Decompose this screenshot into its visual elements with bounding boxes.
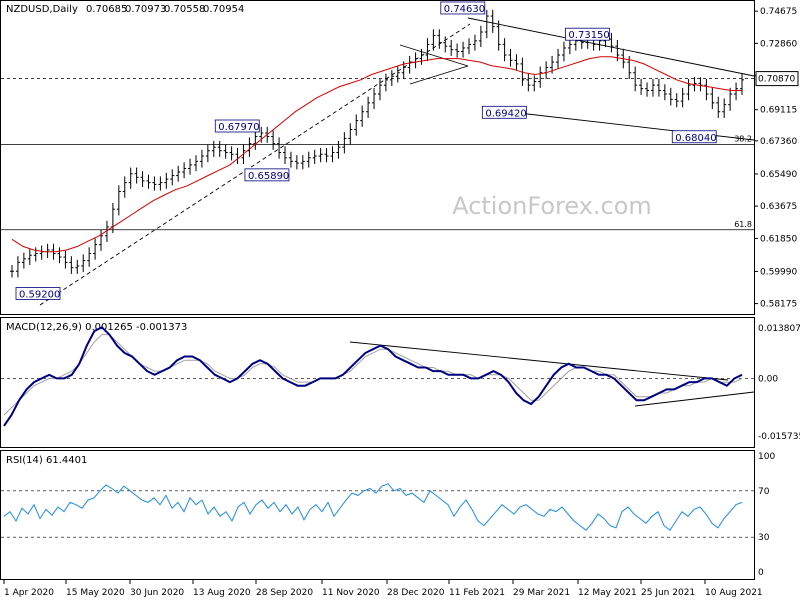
ohlc-close: 0.70954	[203, 4, 244, 15]
price-annotation-box	[481, 105, 527, 119]
x-tick-label: 10 Aug 2021	[705, 588, 763, 598]
price-tick-label: 0.65490	[760, 170, 797, 180]
price-annotation-box	[214, 119, 260, 133]
x-tick-label: 15 May 2020	[66, 588, 125, 598]
macd-tick-label: 0.00	[758, 374, 778, 384]
rsi-tick-label: 30	[758, 533, 770, 543]
fib-level-label: 38.2	[734, 135, 752, 144]
x-tick-label: 11 Nov 2020	[322, 588, 380, 598]
ohlc-low: 0.70558	[164, 4, 205, 15]
price-tick-label: 0.74675	[760, 7, 797, 17]
x-tick-label: 30 Jun 2020	[130, 588, 184, 598]
x-tick-label: 13 Aug 2020	[193, 588, 251, 598]
macd-tick-label: -0.015735	[758, 432, 800, 442]
price-tick-label: 0.69115	[760, 106, 797, 116]
rising-dashed-trendline	[39, 23, 471, 306]
price-tick-label: 0.61850	[760, 234, 797, 244]
rsi-label: RSI(14) 61.4401	[6, 455, 87, 466]
macd-label: MACD(12,26,9) 0.001265 -0.001373	[6, 322, 187, 333]
x-tick-label: 28 Sep 2020	[256, 588, 313, 598]
price-annotation-label: 0.65890	[248, 171, 289, 182]
price-tick-label: 0.58175	[760, 300, 797, 310]
macd-tick-label: 0.013807	[758, 324, 800, 334]
x-tick-label: 25 Jun 2021	[641, 588, 695, 598]
rsi-tick-label: 100	[758, 452, 775, 462]
triangle-lower-line	[409, 65, 469, 85]
price-tick-label: 0.67360	[760, 137, 797, 147]
ohlc-open: 0.70685	[86, 4, 127, 15]
macd-upper-trendline	[349, 341, 729, 381]
triangle-upper-line	[399, 44, 469, 67]
macd-trendlines	[349, 341, 755, 407]
x-tick-label: 11 Feb 2021	[449, 588, 505, 598]
rsi-panel-frame	[0, 450, 755, 580]
price-annotation-box	[440, 1, 486, 15]
price-annotation-label: 0.68040	[675, 133, 716, 144]
x-tick-label: 28 Dec 2020	[387, 588, 445, 598]
x-tick-label: 1 Apr 2020	[4, 588, 54, 598]
rsi-tick-label: 70	[758, 487, 770, 497]
current-price-box	[755, 71, 799, 87]
price-annotation-box	[15, 287, 61, 300]
price-panel-frame	[0, 0, 755, 315]
price-annotation-label: 0.73150	[568, 30, 609, 41]
x-tick-label: 29 Mar 2021	[513, 588, 570, 598]
price-tick-label: 0.59990	[760, 267, 797, 277]
macd-lower-trendline	[634, 391, 755, 407]
ohlc-high: 0.70973	[125, 4, 166, 15]
price-tick-label: 0.63675	[760, 202, 797, 212]
macd-panel-frame	[0, 317, 755, 448]
moving-average-line	[11, 56, 742, 253]
macd-line	[3, 326, 743, 427]
price-tick-label: 0.72860	[760, 39, 797, 49]
rsi-line	[3, 483, 743, 531]
price-annotation-box	[671, 130, 717, 144]
watermark: ActionForex.com	[452, 192, 652, 220]
price-annotation-label: 0.69420	[485, 108, 526, 119]
price-annotation-box	[565, 27, 610, 41]
fib-level-label: 61.8	[734, 220, 752, 229]
x-tick-label: 12 May 2021	[578, 588, 637, 598]
macd-signal-line	[3, 334, 743, 416]
current-price-label: 0.70870	[758, 75, 795, 85]
chart-title: NZDUSD,Daily	[6, 4, 78, 15]
price-annotation-label: 0.67970	[218, 122, 259, 133]
price-annotation-label: 0.59200	[19, 289, 60, 300]
rsi-tick-label: 0	[758, 568, 764, 578]
price-annotation-label: 0.74630	[444, 4, 485, 15]
price-annotation-box	[244, 168, 290, 182]
